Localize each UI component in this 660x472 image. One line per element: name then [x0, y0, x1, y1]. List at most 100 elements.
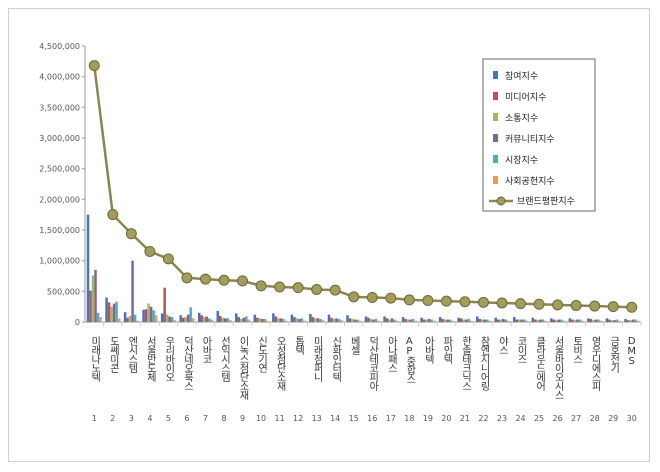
legend-swatch [493, 71, 498, 79]
bar [578, 319, 582, 322]
category-label: 우리바이오 [163, 336, 175, 381]
category-label: 서울바이오시스 [552, 336, 564, 399]
bar [149, 306, 153, 322]
bar [592, 320, 595, 322]
rank-label: 14 [330, 414, 340, 423]
bar [179, 315, 182, 322]
bar [615, 319, 619, 322]
category-label: 이녹스첨단소재 [237, 336, 249, 401]
brand-index-point [589, 300, 601, 312]
bar [576, 319, 579, 322]
legend-swatch [493, 92, 498, 100]
category-label: 참엔지니어링 [478, 336, 490, 391]
bar [237, 317, 241, 322]
bar [411, 318, 415, 322]
bar [507, 320, 510, 322]
category-label: 신도기연 [256, 336, 268, 373]
bar [390, 318, 394, 322]
bar [446, 319, 449, 322]
bar [608, 319, 611, 322]
category-label: 도쎄미콘 [107, 336, 119, 373]
brand-index-point [311, 283, 323, 295]
bar [520, 319, 524, 322]
brand-index-point [144, 245, 156, 257]
bar [631, 319, 635, 322]
category-label: 한솔테크닉스 [459, 336, 471, 390]
category-label: 파인텍 [441, 336, 453, 365]
bar [599, 320, 603, 322]
category-label: 야스 [497, 336, 509, 354]
bar [242, 317, 246, 322]
category-label: AP중합스 [404, 336, 416, 383]
y-tick-label: 4,500,000 [39, 42, 80, 51]
rank-label: 9 [240, 414, 245, 423]
brand-index-point [255, 280, 267, 292]
bar [110, 306, 113, 322]
bar [261, 318, 264, 322]
bar [173, 320, 176, 322]
rank-label: 3 [129, 414, 134, 423]
bar [91, 275, 95, 322]
bar [142, 309, 145, 322]
bar [112, 303, 116, 322]
bar [205, 316, 208, 322]
bar [200, 315, 203, 322]
bar [613, 320, 616, 322]
bar [327, 314, 331, 322]
legend-label: 커뮤니티지수 [505, 134, 555, 145]
bar [216, 310, 219, 322]
bar [589, 318, 593, 322]
rank-label: 12 [293, 414, 303, 423]
rank-label: 28 [590, 414, 600, 423]
bar [191, 318, 195, 322]
brand-index-point [459, 296, 471, 308]
brand-index-point [218, 274, 230, 286]
bar [457, 317, 460, 322]
bar [618, 320, 621, 322]
bar [388, 319, 391, 322]
y-tick-label: 0 [75, 318, 80, 327]
legend-swatch [493, 113, 498, 121]
rank-label: 4 [147, 414, 152, 423]
bar [497, 319, 500, 322]
category-label: 아바코 [200, 336, 212, 363]
legend-line-marker [496, 196, 506, 206]
y-tick-label: 500,000 [47, 287, 80, 296]
bar [610, 320, 614, 322]
category-label: 신화인터텍 [330, 336, 342, 383]
bar [573, 320, 577, 322]
bar [480, 319, 484, 322]
bar [560, 319, 563, 322]
bar [518, 319, 521, 322]
bar [605, 318, 609, 322]
rank-label: 19 [423, 414, 433, 423]
bar [170, 317, 174, 322]
bar [300, 318, 304, 322]
category-label: 오성첨단소재 [274, 336, 286, 392]
brand-index-point [125, 228, 137, 240]
bar [348, 318, 352, 322]
bar [168, 316, 171, 322]
bar [163, 287, 166, 322]
rank-label: 20 [441, 414, 451, 423]
legend-swatch [493, 134, 498, 142]
bar [229, 320, 232, 322]
brand-index-point [329, 284, 341, 296]
bar [475, 316, 479, 322]
bar [513, 317, 516, 322]
bar [165, 314, 169, 322]
bar [485, 319, 489, 322]
bar [636, 320, 640, 322]
bar [133, 314, 137, 322]
category-label: 금호전기 [608, 336, 620, 374]
bar [427, 318, 431, 322]
bar [367, 317, 370, 322]
bar [555, 320, 558, 322]
rank-label: 25 [534, 414, 544, 423]
bar [303, 320, 306, 322]
bar [550, 318, 553, 322]
y-tick-label: 4,000,000 [39, 73, 80, 82]
bar [105, 297, 108, 322]
legend-label: 사회공헌지수 [505, 176, 555, 187]
brand-index-point [107, 209, 119, 221]
